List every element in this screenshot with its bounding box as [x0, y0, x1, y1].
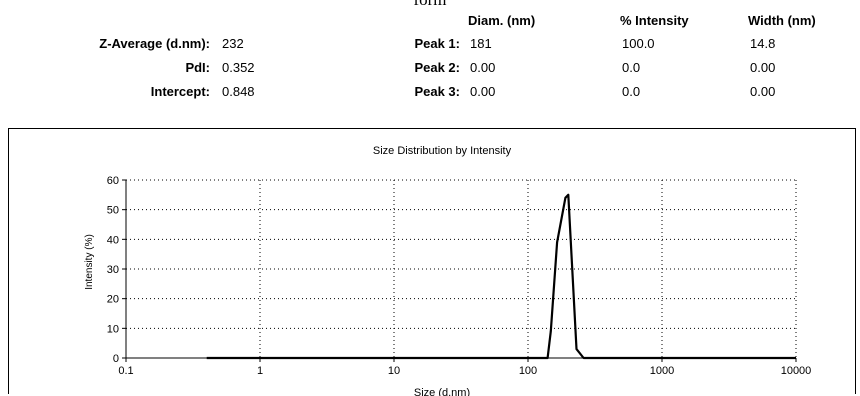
peak-1-label: Peak 1: [414, 36, 460, 51]
peak-2-width: 0.00 [750, 60, 776, 75]
z-average-value: 232 [222, 36, 244, 51]
x-tick-label: 1000 [650, 365, 674, 377]
y-tick-label: 10 [107, 323, 119, 335]
pdi-label: PdI: [185, 60, 210, 75]
peak-2-diameter: 0.00 [470, 60, 496, 75]
peak-2-label: Peak 2: [414, 60, 460, 75]
z-average-label: Z-Average (d.nm): [99, 36, 210, 51]
header-diameter: Diam. (nm) [468, 13, 536, 28]
x-tick-label: 1 [257, 365, 263, 377]
intercept-label: Intercept: [150, 84, 210, 99]
peak-1-width: 14.8 [750, 36, 776, 51]
intercept-value: 0.848 [222, 84, 255, 99]
y-axis-label: Intensity (%) [84, 234, 95, 290]
y-tick-label: 0 [113, 353, 119, 365]
peak-3-label: Peak 3: [414, 84, 460, 99]
peak-1-intensity: 100.0 [622, 36, 655, 51]
peak-3-diameter: 0.00 [470, 84, 496, 99]
intensity-series-line [206, 193, 796, 360]
x-axis-label: Size (d.nm) [414, 387, 470, 396]
y-tick-label: 40 [107, 234, 119, 246]
header-intensity: % Intensity [620, 13, 689, 28]
y-tick-label: 60 [107, 175, 119, 187]
chart-panel [8, 128, 856, 394]
y-tick-label: 20 [107, 294, 119, 306]
x-tick-label: 10 [388, 365, 400, 377]
chart-series [206, 193, 796, 360]
y-tick-label: 30 [107, 264, 119, 276]
peak-1-diameter: 181 [470, 36, 492, 51]
y-tick-label: 50 [107, 205, 119, 217]
x-tick-label: 0.1 [118, 365, 133, 377]
chart-ticks: 0 10 20 30 40 50 60 0.1 1 10 100 1000 10000 [107, 175, 812, 377]
peak-3-width: 0.00 [750, 84, 776, 99]
form-caption: form [0, 0, 860, 10]
peak-3-intensity: 0.0 [622, 84, 641, 99]
chart-grid [126, 179, 797, 358]
x-tick-label: 100 [519, 365, 537, 377]
pdi-value: 0.352 [222, 60, 255, 75]
results-table: Diam. (nm) % Intensity Width (nm) Z-Aver… [0, 0, 860, 120]
header-width: Width (nm) [748, 13, 816, 28]
chart-title: Size Distribution by Intensity [373, 145, 512, 157]
peak-2-intensity: 0.0 [622, 60, 641, 75]
x-tick-label: 10000 [781, 365, 812, 377]
